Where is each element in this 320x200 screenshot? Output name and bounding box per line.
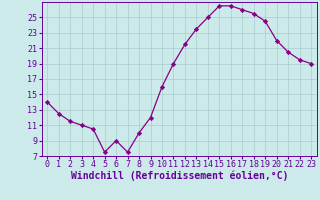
X-axis label: Windchill (Refroidissement éolien,°C): Windchill (Refroidissement éolien,°C)	[70, 171, 288, 181]
